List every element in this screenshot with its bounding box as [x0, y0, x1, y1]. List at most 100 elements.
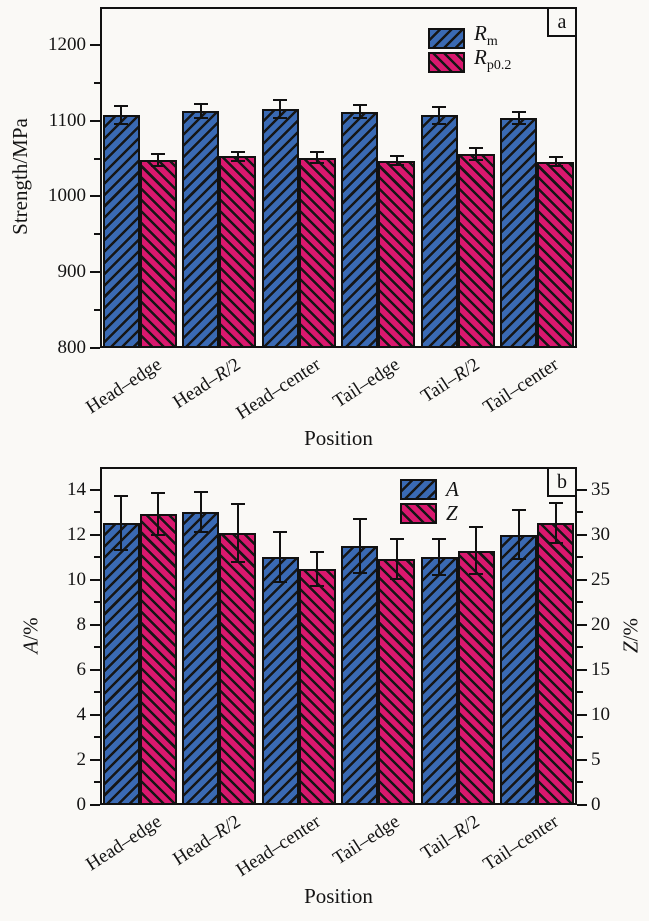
- bar-Rp0.2-3: [378, 160, 415, 348]
- y2-minor-tick-27.5: [577, 556, 583, 559]
- y-tick-900: [90, 271, 100, 274]
- y-tick-label-10: 10: [67, 568, 86, 590]
- y2-minor-tick-17.5: [577, 646, 583, 649]
- error-bar-A-0: [120, 496, 122, 551]
- x-tick-label-5: Tail–center: [479, 354, 563, 419]
- bar-A-1: [182, 512, 219, 805]
- error-cap-top-A-3: [352, 517, 367, 520]
- y-tick-label-800: 800: [57, 337, 87, 358]
- y-tick-label-900: 900: [57, 261, 87, 283]
- y-minor-tick-11: [94, 556, 100, 559]
- x-tick-label-2: Head–center: [232, 811, 325, 881]
- error-cap-top-A-1: [193, 490, 208, 493]
- y2-tick-label-30: 30: [591, 523, 610, 545]
- bar-Rm-2: [261, 109, 299, 348]
- y-minor-tick-3: [94, 736, 100, 739]
- legend-row-Z: Z: [400, 501, 459, 525]
- bar-Rm-4: [420, 115, 458, 348]
- legend-swatch-A: [400, 478, 437, 500]
- error-cap-bottom-R-1: [193, 116, 208, 119]
- legend-label-Z: Z: [446, 500, 458, 525]
- y-axis-title-elongation: A/%: [18, 617, 43, 654]
- y-tick-4: [90, 713, 100, 716]
- error-bar-A-3: [358, 518, 361, 573]
- panel-label-a: a: [547, 7, 577, 37]
- error-cap-top-R-2: [273, 99, 287, 102]
- y-minor-tick-5: [94, 691, 100, 694]
- error-cap-bottom-A-3: [352, 571, 367, 574]
- bar-Z-5: [537, 522, 574, 805]
- y-axis-title-strength: Strength/MPa: [8, 118, 32, 235]
- y-tick-label-1000: 1000: [48, 185, 86, 207]
- error-cap-bottom-R-0: [114, 123, 128, 126]
- error-cap-bottom-R-3: [352, 117, 367, 120]
- bar-Rp0.2-0: [139, 160, 177, 348]
- y-tick-label-1100: 1100: [48, 109, 86, 131]
- bar-Rm-5: [500, 117, 537, 348]
- error-bar-R-2: [316, 152, 318, 164]
- error-bar-R-5: [554, 157, 557, 167]
- y-minor-tick-7: [94, 646, 100, 649]
- error-bar-Z-3: [395, 539, 398, 579]
- legend-label-Rp0.2: Rp0.2: [474, 45, 512, 74]
- error-bar-Z-0: [157, 493, 159, 535]
- bar-Z-4: [457, 550, 495, 805]
- y-minor-tick-950: [94, 233, 100, 236]
- y-tick-12: [90, 533, 100, 536]
- bar-Z-2: [298, 568, 336, 805]
- bar-A-2: [261, 557, 299, 805]
- error-cap-bottom-R-2: [310, 162, 324, 165]
- panel-label-b: b: [547, 467, 577, 497]
- y2-tick-25: [577, 578, 587, 581]
- error-cap-top-R-1: [230, 150, 245, 153]
- y-tick-label-8: 8: [76, 613, 87, 635]
- x-axis-title-position-a: Position: [304, 426, 373, 450]
- error-cap-top-R-5: [511, 110, 526, 113]
- bar-Z-3: [378, 558, 415, 805]
- error-cap-bottom-Z-2: [310, 584, 324, 587]
- error-cap-bottom-Z-3: [389, 577, 404, 580]
- bar-Rm-0: [102, 115, 140, 348]
- y-tick-label-12: 12: [67, 523, 86, 545]
- error-cap-top-R-0: [151, 153, 165, 155]
- error-cap-top-R-4: [469, 146, 483, 149]
- error-cap-top-R-4: [432, 106, 446, 109]
- legend-row-Rp0.2: Rp0.2: [428, 45, 512, 74]
- bar-Z-1: [219, 532, 256, 805]
- y2-tick-label-25: 25: [591, 568, 610, 590]
- x-tick-label-5: Tail–center: [479, 811, 563, 876]
- bar-Rp0.2-4: [457, 154, 495, 348]
- legend-row-Rm: Rm: [428, 23, 511, 50]
- error-bar-Z-5: [554, 503, 557, 543]
- y2-axis-title-reduction: Z/%: [618, 618, 643, 654]
- error-cap-bottom-R-4: [469, 159, 483, 162]
- bar-Rp0.2-2: [298, 157, 336, 348]
- error-bar-R-1: [199, 103, 202, 118]
- error-bar-R-4: [475, 147, 477, 161]
- bar-Z-0: [139, 513, 177, 805]
- y-tick-1000: [90, 195, 100, 198]
- x-axis-title-position-b: Position: [304, 884, 373, 908]
- bar-A-3: [341, 545, 378, 805]
- y-minor-tick-13: [94, 511, 100, 514]
- error-bar-A-5: [517, 509, 520, 560]
- x-tick-label-4: Tail–R/2: [417, 811, 484, 865]
- y-tick-1100: [90, 119, 100, 122]
- y-minor-tick-1: [94, 781, 100, 784]
- legend-a: Rm Rp0.2: [428, 23, 512, 74]
- y-tick-0: [90, 804, 100, 806]
- y-tick-8: [90, 623, 100, 626]
- y2-tick-10: [577, 713, 587, 716]
- x-tick-label-2: Head–center: [232, 354, 325, 424]
- error-cap-bottom-Z-0: [151, 533, 165, 536]
- y2-minor-tick-12.5: [577, 691, 583, 694]
- bar-Rm-1: [182, 110, 219, 348]
- y2-tick-label-20: 20: [591, 613, 610, 635]
- legend-swatch-Z: [400, 502, 437, 524]
- error-cap-top-Z-0: [151, 492, 165, 495]
- error-cap-top-R-1: [193, 102, 208, 105]
- error-cap-top-Z-4: [469, 526, 483, 529]
- y2-tick-20: [577, 623, 587, 626]
- y-tick-2: [90, 758, 100, 761]
